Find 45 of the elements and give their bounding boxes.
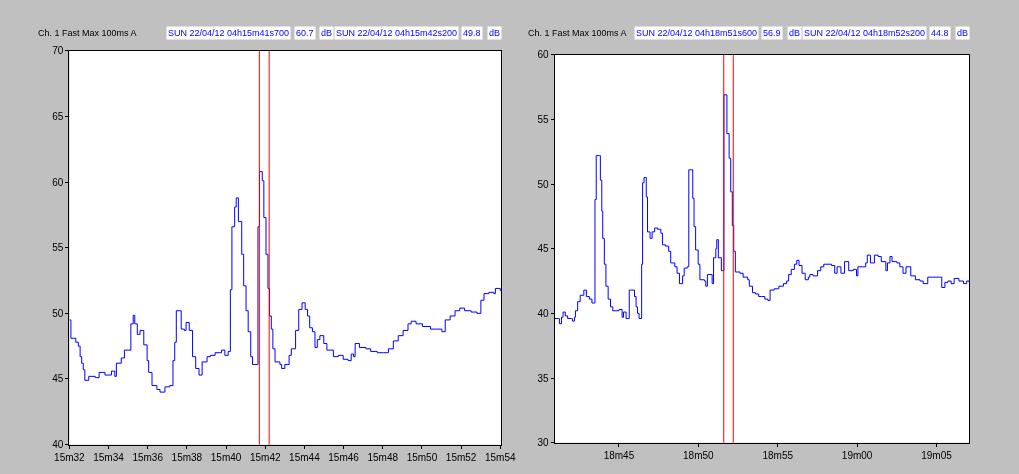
y-tick-label: 55	[52, 242, 64, 254]
text: dB	[321, 28, 333, 38]
y-tick-label: 50	[537, 178, 550, 190]
chart-title: Ch. 1 Fast Max 100ms A	[38, 28, 137, 38]
y-tick-label: 45	[52, 373, 64, 385]
y-tick-label: 55	[537, 113, 550, 125]
text: SUN 22/04/12 04h15m41s700	[168, 28, 290, 38]
x-tick-label: 18m55	[762, 449, 794, 461]
text: SUN 22/04/12 04h18m51s600	[636, 28, 758, 38]
y-tick-label: 50	[52, 307, 64, 319]
x-tick-label: 15m54	[484, 451, 516, 463]
y-tick-label: 30	[537, 437, 550, 449]
y-tick-label: 60	[52, 176, 64, 188]
y-tick-label: 35	[537, 372, 550, 384]
y-tick-label: 70	[52, 45, 64, 57]
x-tick-label: 15m36	[132, 451, 164, 463]
text: 56.9	[763, 28, 781, 38]
x-tick-label: 15m38	[171, 451, 203, 463]
x-tick-label: 19m00	[841, 449, 873, 461]
text: 60.7	[296, 28, 314, 38]
y-tick-label: 40	[52, 439, 64, 451]
x-tick-label: 15m32	[54, 451, 86, 463]
x-tick-label: 18m50	[683, 449, 715, 461]
x-tick-label: 15m48	[367, 451, 399, 463]
x-tick-label: 15m40	[210, 451, 242, 463]
text: 49.8	[463, 28, 481, 38]
x-tick-label: 15m34	[93, 451, 125, 463]
y-tick-label: 45	[537, 243, 550, 255]
text: SUN 22/04/12 04h15m42s200	[336, 28, 458, 38]
text: 44.8	[931, 28, 949, 38]
x-tick-label: 15m46	[328, 451, 360, 463]
y-tick-label: 60	[537, 49, 550, 61]
x-tick-label: 15m50	[406, 451, 438, 463]
text: dB	[789, 28, 801, 38]
x-tick-label: 15m52	[445, 451, 477, 463]
x-tick-label: 18m45	[603, 449, 635, 461]
text: SUN 22/04/12 04h18m52s200	[804, 28, 926, 38]
y-tick-label: 40	[537, 307, 550, 319]
y-tick-label: 65	[52, 110, 64, 122]
x-tick-label: 19m05	[921, 449, 953, 461]
text: dB	[489, 28, 501, 38]
x-tick-label: 15m44	[289, 451, 321, 463]
text: dB	[957, 28, 969, 38]
x-tick-label: 15m42	[249, 451, 281, 463]
chart-title: Ch. 1 Fast Max 100ms A	[528, 28, 627, 38]
